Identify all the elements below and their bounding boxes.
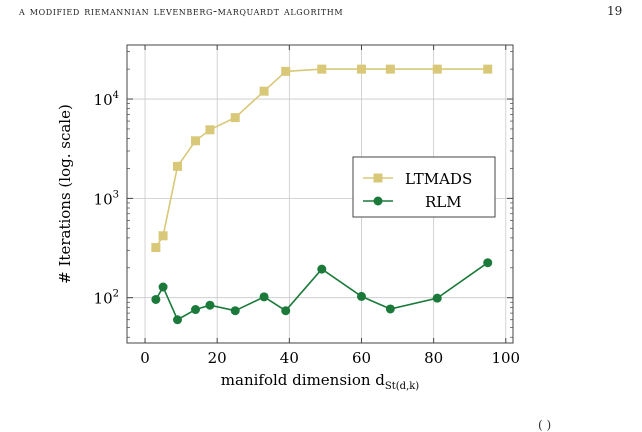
y-tick-base: 10 xyxy=(94,290,113,308)
data-point-ltmads xyxy=(356,64,366,74)
data-point-rlm xyxy=(385,304,395,314)
data-point-rlm xyxy=(230,306,240,316)
running-header: A MODIFIED RIEMANNIAN LEVENBERG-MARQUARD… xyxy=(19,4,344,18)
x-axis-label: manifold dimension dSt(d,k) xyxy=(221,371,420,392)
footer-fragment: ( ) xyxy=(538,418,552,432)
x-tick-label: 80 xyxy=(424,349,443,367)
data-point-ltmads xyxy=(317,64,327,74)
data-point-ltmads xyxy=(483,64,493,74)
y-tick-base: 10 xyxy=(94,91,113,109)
y-tick-exponent: 2 xyxy=(113,289,119,300)
y-axis-label: # Iterations (log. scale) xyxy=(56,104,74,284)
x-tick-label: 100 xyxy=(491,349,520,367)
x-tick-label: 60 xyxy=(352,349,371,367)
y-tick-exponent: 3 xyxy=(113,189,119,200)
x-axis-label-subscript: St(d,k) xyxy=(385,381,419,392)
legend-marker-ltmads xyxy=(373,173,383,183)
y-tick-exponent: 4 xyxy=(113,90,119,101)
legend: LTMADS RLM xyxy=(352,156,496,218)
data-point-rlm xyxy=(356,291,366,301)
data-point-rlm xyxy=(151,294,161,304)
y-tick-label: 102 xyxy=(94,289,119,308)
legend-label-ltmads: LTMADS xyxy=(405,170,472,188)
legend-box xyxy=(352,156,496,218)
data-point-ltmads xyxy=(158,231,168,241)
plot-frame xyxy=(126,44,514,344)
data-point-rlm xyxy=(432,293,442,303)
data-point-ltmads xyxy=(385,64,395,74)
data-point-ltmads xyxy=(432,64,442,74)
data-point-ltmads xyxy=(259,86,269,96)
data-point-rlm xyxy=(205,300,215,310)
data-point-ltmads xyxy=(281,66,291,76)
data-point-ltmads xyxy=(173,161,183,171)
legend-marker-rlm xyxy=(373,196,383,206)
data-point-ltmads xyxy=(230,113,240,123)
series-layer xyxy=(151,64,493,325)
y-tick-base: 10 xyxy=(94,190,113,208)
y-tick-label: 103 xyxy=(94,189,119,208)
data-point-ltmads xyxy=(191,136,201,146)
data-point-rlm xyxy=(191,305,201,315)
data-point-ltmads xyxy=(151,243,161,253)
y-tick-label: 104 xyxy=(94,90,119,109)
x-axis-label-main: manifold dimension d xyxy=(221,371,385,389)
data-point-rlm xyxy=(281,306,291,316)
legend-label-rlm: RLM xyxy=(425,193,462,211)
data-point-rlm xyxy=(483,258,493,268)
x-tick-label: 0 xyxy=(140,349,150,367)
data-point-rlm xyxy=(317,264,327,274)
x-tick-label: 20 xyxy=(208,349,227,367)
data-point-ltmads xyxy=(205,125,215,135)
data-point-rlm xyxy=(259,292,269,302)
page-number: 19 xyxy=(607,4,623,18)
x-tick-label: 40 xyxy=(280,349,299,367)
data-point-rlm xyxy=(173,315,183,325)
data-point-rlm xyxy=(158,282,168,292)
